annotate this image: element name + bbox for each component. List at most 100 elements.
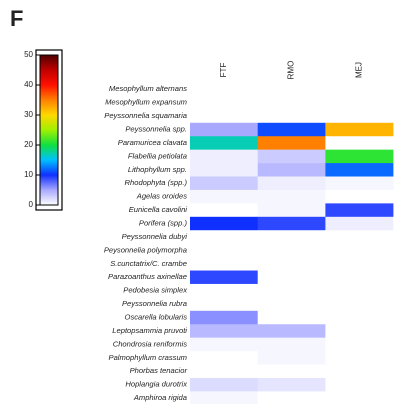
heatmap-cell xyxy=(257,230,326,244)
heatmap-cell xyxy=(257,163,326,177)
heatmap-cell xyxy=(190,109,258,124)
row-label: Parazoanthus axinellae xyxy=(108,272,187,281)
heatmap-cell xyxy=(190,337,258,352)
column-label: FTF xyxy=(219,63,228,78)
heatmap-cell xyxy=(190,136,258,150)
heatmap-cell xyxy=(257,203,326,218)
heatmap-cell xyxy=(325,283,394,298)
heatmap-cell xyxy=(190,364,258,379)
heatmap-cell xyxy=(190,149,258,164)
colorbar-tick-label: 20 xyxy=(24,140,33,149)
heatmap-cell xyxy=(325,122,394,137)
heatmap-cell xyxy=(257,109,326,124)
heatmap-cell xyxy=(257,189,326,204)
heatmap-cell xyxy=(257,377,326,392)
heatmap-cell xyxy=(257,136,326,150)
heatmap-cell xyxy=(190,95,258,110)
heatmap-cell xyxy=(257,283,326,298)
heatmap-cell xyxy=(257,270,326,285)
heatmap-cell xyxy=(325,351,394,365)
heatmap-cell xyxy=(257,391,326,404)
heatmap-cell xyxy=(325,95,394,110)
heatmap-cell xyxy=(325,364,394,379)
row-label: Mesophyllum alternans xyxy=(109,84,187,93)
heatmap-cell xyxy=(325,136,394,150)
heatmap-cell xyxy=(257,310,326,325)
row-label: Peysonnelia polymorpha xyxy=(104,245,187,254)
heatmap-cell xyxy=(257,149,326,164)
heatmap-cell xyxy=(325,149,394,164)
row-label: Eunicella cavolini xyxy=(129,205,188,214)
row-label: Leptopsammia pruvoti xyxy=(112,326,187,335)
row-label: Peyssonnelia squamaria xyxy=(104,111,187,120)
colorbar-tick-label: 30 xyxy=(24,110,33,119)
colorbar-frame xyxy=(35,49,63,211)
row-label: Paramuricea clavata xyxy=(118,138,187,147)
heatmap-cell xyxy=(325,270,394,285)
heatmap-cell xyxy=(257,95,326,110)
heatmap-cell xyxy=(325,216,394,231)
panel-label: F xyxy=(10,6,23,31)
heatmap-cell xyxy=(190,283,258,298)
row-label: Porifera (spp.) xyxy=(139,219,188,228)
heatmap-cell xyxy=(325,203,394,218)
row-label: Phorbas tenacior xyxy=(130,366,188,375)
heatmap-cell xyxy=(190,189,258,204)
column-label: MEJ xyxy=(354,62,363,78)
row-label: Agelas oroides xyxy=(136,192,187,201)
colorbar-tick-label: 10 xyxy=(24,170,33,179)
heatmap-cell xyxy=(190,216,258,231)
heatmap-cell xyxy=(190,243,258,258)
heatmap-cell xyxy=(257,122,326,137)
heatmap-cell xyxy=(190,324,258,338)
heatmap-cell xyxy=(257,337,326,352)
heatmap-cell xyxy=(190,391,258,404)
heatmap-cell xyxy=(325,310,394,325)
heatmap-cell xyxy=(190,297,258,312)
row-label: Chondrosia reniformis xyxy=(113,339,187,348)
heatmap-cell xyxy=(257,176,326,191)
heatmap-cell xyxy=(257,351,326,365)
colorbar-tick-label: 40 xyxy=(24,80,33,89)
heatmap-cell xyxy=(325,377,394,392)
heatmap-cell xyxy=(190,163,258,177)
row-label: Oscarella lobularis xyxy=(125,313,188,322)
row-label: Flabellia petiolata xyxy=(128,151,187,160)
heatmap-cell xyxy=(325,297,394,312)
colorbar xyxy=(39,54,59,206)
row-label: Amphiroa rigida xyxy=(133,393,187,402)
heatmap-cell xyxy=(325,109,394,124)
row-label: Lithophyllum spp. xyxy=(128,165,187,174)
row-label: Pedobesia simplex xyxy=(123,286,188,295)
heatmap-cell xyxy=(325,163,394,177)
heatmap-cell xyxy=(190,257,258,271)
heatmap-cell xyxy=(325,243,394,258)
heatmap-cell xyxy=(257,216,326,231)
heatmap-cell xyxy=(190,176,258,191)
heatmap-cell xyxy=(190,230,258,244)
heatmap-cell xyxy=(325,337,394,352)
heatmap-cell xyxy=(325,257,394,271)
heatmap-cell xyxy=(325,230,394,244)
heatmap-cell xyxy=(325,324,394,338)
row-label: Mesophyllum expansum xyxy=(105,98,187,107)
heatmap-cell xyxy=(190,82,258,97)
row-label: Rhodophyta (spp.) xyxy=(125,178,188,187)
heatmap-cell xyxy=(325,189,394,204)
heatmap-cell xyxy=(190,203,258,218)
heatmap-cell xyxy=(190,270,258,285)
heatmap-cell xyxy=(325,391,394,404)
row-label: Peyssonnelia rubra xyxy=(122,299,187,308)
row-label: Hoplangia durotrix xyxy=(125,380,188,389)
row-label: S.cunctatrix/C. crambe xyxy=(110,259,187,268)
row-label: Palmophyllum crassum xyxy=(109,353,188,362)
heatmap-cell xyxy=(257,82,326,97)
row-label: Peyssonnelia spp. xyxy=(125,125,187,134)
heatmap-cell xyxy=(325,82,394,97)
colorbar-tick-label: 50 xyxy=(24,50,33,59)
column-label: RMO xyxy=(287,61,296,80)
heatmap-cell xyxy=(190,122,258,137)
heatmap-cell xyxy=(257,257,326,271)
row-label: Peyssonnelia dubyi xyxy=(122,232,188,241)
